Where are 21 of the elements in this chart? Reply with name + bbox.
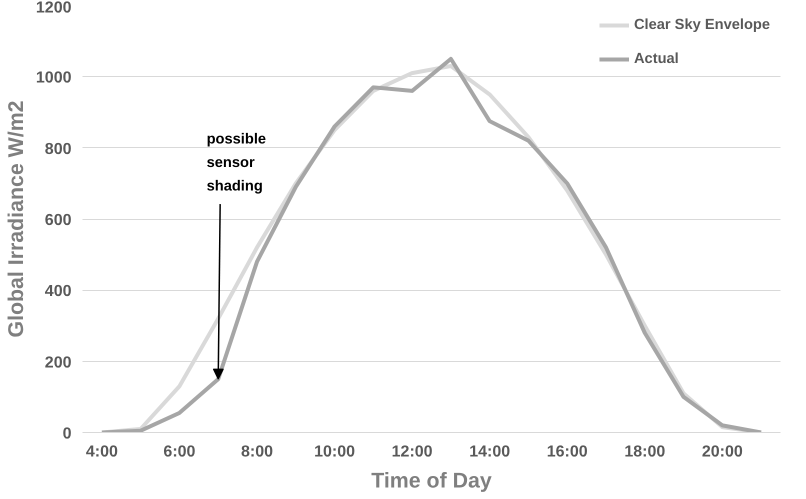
x-tick-label: 12:00 — [392, 444, 433, 460]
x-tick-label: 18:00 — [624, 444, 666, 460]
x-tick-label: 8:00 — [240, 444, 274, 460]
x-tick-label: 10:00 — [314, 444, 356, 460]
y-tick-label: 400 — [44, 283, 72, 300]
annotation: possible sensor shading — [206, 131, 266, 194]
legend-label: Actual — [634, 51, 679, 67]
x-tick-label: 14:00 — [469, 444, 510, 460]
x-tick-label: 16:00 — [546, 444, 588, 460]
legend-label: Clear Sky Envelope — [634, 17, 770, 33]
y-tick-label: 1200 — [36, 0, 72, 16]
y-tick-label: 200 — [44, 354, 72, 372]
x-tick-label: 6:00 — [163, 444, 196, 460]
x-tick-label: 4:00 — [86, 444, 118, 460]
y-tick-label: 800 — [44, 140, 72, 158]
y-tick-label: 600 — [44, 212, 72, 229]
x-tick-label: 20:00 — [702, 444, 743, 460]
y-tick-label: 0 — [62, 426, 72, 442]
y-tick-label: 1000 — [36, 70, 72, 87]
x-axis-title: Time of Day — [371, 468, 492, 492]
y-axis-title: Global Irradiance W/m2 — [4, 100, 28, 338]
